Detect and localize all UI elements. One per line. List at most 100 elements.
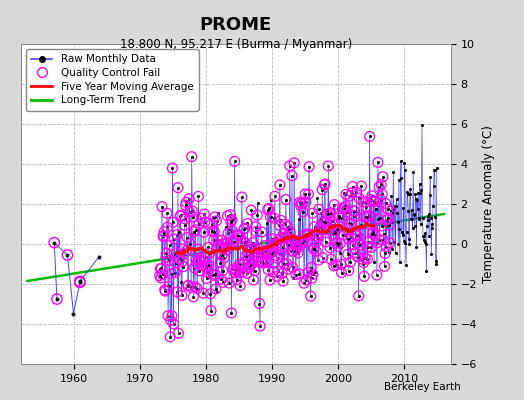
Point [356, 242, 364, 248]
Point [392, 202, 400, 209]
Point [169, 321, 178, 327]
Point [187, 284, 195, 290]
Point [201, 254, 210, 260]
Point [286, 163, 294, 169]
Point [184, 283, 192, 289]
Point [238, 194, 246, 200]
Point [410, 211, 418, 218]
Point [403, 189, 411, 195]
Point [261, 248, 269, 254]
Point [345, 267, 353, 274]
Point [273, 273, 281, 280]
Point [330, 202, 339, 208]
Point [319, 219, 328, 225]
Point [379, 237, 388, 243]
Point [323, 214, 332, 221]
Point [369, 198, 378, 204]
Point [185, 209, 194, 215]
Point [220, 255, 228, 261]
Point [353, 254, 362, 260]
Point [368, 230, 377, 237]
Point [281, 234, 289, 240]
Point [251, 245, 259, 252]
Point [249, 239, 257, 246]
Point [173, 289, 182, 295]
Point [69, 310, 78, 317]
Point [246, 244, 254, 251]
Point [158, 271, 167, 278]
Point [293, 248, 301, 255]
Point [348, 190, 356, 196]
Point [329, 231, 337, 237]
Point [231, 158, 239, 164]
Point [75, 279, 84, 286]
Point [321, 181, 329, 187]
Point [274, 255, 282, 262]
Point [266, 214, 275, 220]
Point [165, 257, 173, 264]
Y-axis label: Temperature Anomaly (°C): Temperature Anomaly (°C) [483, 125, 495, 283]
Point [297, 203, 305, 209]
Point [75, 279, 84, 286]
Point [311, 269, 319, 276]
Point [414, 215, 423, 222]
Point [243, 220, 252, 227]
Point [304, 191, 313, 198]
Point [408, 225, 417, 231]
Point [363, 256, 372, 262]
Point [200, 229, 208, 236]
Point [216, 259, 225, 266]
Point [329, 221, 337, 228]
Point [354, 293, 363, 299]
Point [327, 256, 335, 262]
Point [298, 200, 306, 207]
Point [309, 271, 317, 278]
Point [340, 205, 348, 211]
Point [182, 199, 190, 206]
Point [184, 283, 192, 289]
Point [280, 261, 289, 267]
Point [281, 221, 290, 228]
Point [314, 235, 322, 241]
Point [374, 216, 383, 222]
Point [198, 262, 206, 268]
Point [299, 208, 307, 215]
Point [267, 250, 276, 257]
Point [296, 242, 304, 249]
Point [428, 225, 436, 232]
Point [288, 264, 297, 271]
Point [315, 229, 324, 236]
Point [278, 270, 286, 277]
Point [350, 212, 358, 219]
Point [324, 163, 333, 169]
Point [336, 240, 345, 246]
Point [385, 248, 393, 255]
Point [260, 242, 269, 249]
Point [243, 220, 252, 227]
Point [200, 211, 209, 217]
Point [298, 200, 306, 207]
Point [347, 221, 356, 227]
Point [188, 208, 196, 214]
Point [328, 218, 336, 224]
Point [407, 216, 415, 222]
Point [260, 242, 269, 249]
Point [237, 239, 246, 245]
Point [168, 313, 176, 319]
Point [206, 291, 215, 297]
Point [261, 248, 269, 254]
Point [378, 191, 387, 198]
Point [433, 165, 441, 171]
Point [231, 158, 239, 164]
Point [158, 204, 166, 210]
Point [281, 234, 289, 240]
Point [359, 260, 368, 266]
Point [197, 215, 205, 222]
Point [188, 154, 196, 160]
Point [243, 270, 251, 277]
Point [228, 217, 236, 223]
Point [357, 183, 366, 189]
Point [429, 183, 438, 189]
Point [212, 286, 220, 292]
Point [419, 233, 427, 240]
